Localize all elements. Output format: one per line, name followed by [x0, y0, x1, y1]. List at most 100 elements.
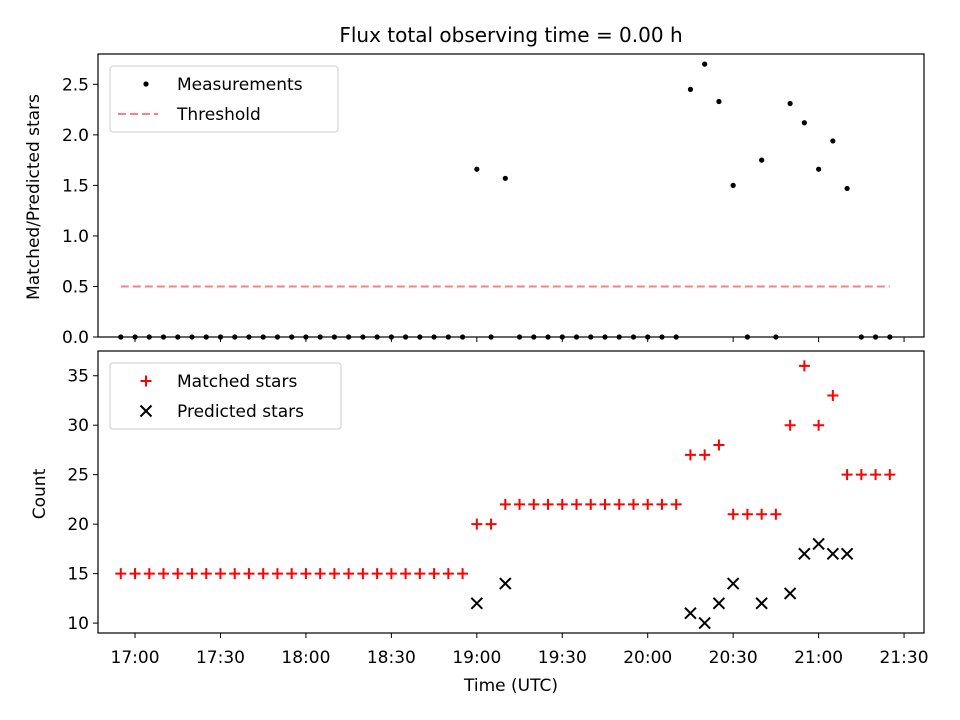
bottom-data-point [499, 498, 511, 510]
bottom-data-point [328, 568, 340, 580]
bottom-series-predicted-stars [470, 537, 854, 630]
bottom-data-point [613, 498, 625, 510]
bottom-x-tick-label: 17:30 [196, 648, 245, 668]
bottom-x-tick-label: 17:00 [111, 648, 160, 668]
bottom-data-point [599, 498, 611, 510]
bottom-data-point [642, 498, 654, 510]
bottom-data-point [770, 508, 782, 520]
top-y-tick-label: 1.5 [62, 176, 89, 196]
bottom-legend: Matched stars Predicted stars [109, 362, 342, 430]
bottom-data-point [371, 568, 383, 580]
top-y-tick-label: 0.5 [62, 277, 89, 297]
bottom-data-point [514, 498, 526, 510]
bottom-data-point [556, 498, 568, 510]
bottom-x-tick-label: 20:30 [709, 648, 758, 668]
top-y-tick-label: 1.0 [62, 227, 89, 247]
top-y-tick-label: 2.5 [62, 75, 89, 95]
bottom-data-point [314, 568, 326, 580]
bottom-y-tick-label: 15 [67, 565, 89, 585]
top-data-point [502, 175, 508, 181]
top-legend-box [109, 65, 339, 133]
bottom-data-point [813, 419, 825, 431]
bottom-data-point [400, 568, 412, 580]
bottom-data-point [755, 597, 768, 610]
bottom-data-point [841, 469, 853, 481]
top-data-point [716, 98, 722, 105]
bottom-data-point [257, 568, 269, 580]
bottom-data-point [243, 568, 255, 580]
bottom-data-point [143, 568, 155, 580]
bottom-data-point [812, 537, 825, 551]
bottom-legend-label: Predicted stars [177, 402, 304, 422]
bottom-data-point [214, 568, 226, 580]
bottom-data-point [357, 568, 369, 580]
bottom-x-tick-label: 18:30 [367, 648, 416, 668]
bottom-data-point [528, 498, 540, 510]
bottom-data-point [684, 607, 697, 620]
bottom-data-point [542, 498, 554, 510]
top-y-tick-label: 0.0 [62, 328, 89, 348]
bottom-data-point [712, 597, 726, 610]
bottom-data-point [471, 518, 483, 530]
bottom-y-tick-label: 25 [67, 466, 89, 486]
top-y-axis-label: Matched/Predicted stars [24, 94, 44, 300]
bottom-data-point [115, 568, 127, 580]
bottom-legend-box [109, 362, 342, 430]
bottom-data-point [571, 498, 583, 510]
top-axes-frame [97, 53, 925, 338]
bottom-series-matched-stars [115, 360, 896, 580]
top-legend-label: Measurements [177, 75, 303, 95]
bottom-panel: 10 15 20 25 30 35 17:00 17:30 18:00 18:30 19:00 19:… [67, 350, 929, 668]
bottom-data-point [129, 568, 141, 580]
bottom-data-point [698, 616, 711, 630]
bottom-data-point [783, 587, 797, 600]
bottom-data-point [699, 449, 711, 461]
bottom-data-point [826, 547, 840, 561]
bottom-x-tick-label: 19:30 [538, 648, 587, 668]
top-legend-marker [143, 81, 149, 87]
top-legend-label: Threshold [176, 105, 261, 125]
bottom-y-tick-label: 35 [67, 367, 89, 387]
bottom-data-point [485, 518, 497, 530]
bottom-data-point [884, 469, 896, 481]
bottom-data-point [442, 568, 454, 580]
bottom-data-point [457, 568, 469, 580]
bottom-data-point [713, 439, 725, 451]
top-legend: Measurements Threshold [109, 65, 339, 133]
bottom-data-point [172, 568, 184, 580]
top-data-point [816, 166, 822, 172]
bottom-y-tick-label: 30 [67, 416, 89, 436]
top-panel: 0.0 0.5 1.0 1.5 2.0 2.5 Measurements Threshold [62, 53, 925, 348]
bottom-legend-label: Matched stars [177, 372, 297, 392]
bottom-y-tick-label: 20 [67, 515, 89, 535]
bottom-x-tick-label: 19:00 [452, 648, 501, 668]
top-data-point [474, 166, 480, 172]
bottom-data-point [229, 568, 241, 580]
bottom-x-tick-label: 21:30 [880, 648, 929, 668]
top-data-point [702, 61, 708, 67]
top-data-point [830, 138, 836, 144]
top-data-point [787, 100, 793, 107]
bottom-x-tick-label: 20:00 [623, 648, 672, 668]
bottom-data-point [798, 547, 811, 561]
top-series-measurements [118, 61, 893, 340]
bottom-data-point [870, 469, 882, 481]
bottom-data-point [271, 568, 283, 580]
bottom-data-point [855, 469, 867, 481]
bottom-data-point [414, 568, 426, 580]
bottom-data-point [684, 449, 696, 461]
bottom-data-point [840, 547, 854, 561]
bottom-data-point [784, 419, 796, 431]
top-data-point [730, 182, 736, 188]
top-data-point [801, 120, 807, 126]
bottom-data-point [300, 568, 312, 580]
bottom-x-axis-label: Time (UTC) [463, 676, 558, 696]
bottom-legend-marker [140, 375, 152, 387]
bottom-data-point [158, 568, 170, 580]
bottom-data-point [741, 508, 753, 520]
top-data-point [687, 86, 694, 92]
bottom-data-point [670, 498, 682, 510]
top-data-point [844, 185, 850, 192]
bottom-legend-marker [139, 404, 153, 418]
